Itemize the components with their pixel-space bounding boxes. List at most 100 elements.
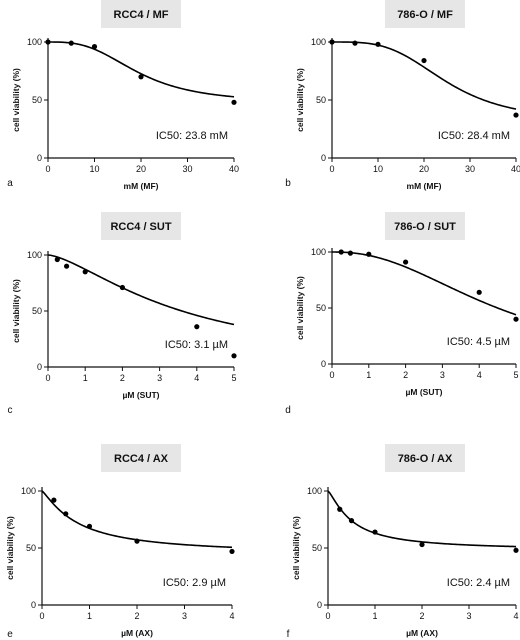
x-axis-label: µM (AX): [406, 628, 438, 638]
y-tick-label: 100: [311, 37, 326, 47]
y-tick-label: 50: [316, 95, 326, 105]
x-tick-label: 3: [182, 611, 187, 621]
chart-title: 786-O / MF: [397, 9, 453, 21]
x-tick-label: 30: [182, 164, 192, 174]
data-point: [375, 41, 381, 47]
data-point: [513, 112, 519, 118]
chart-title: 786-O / AX: [398, 453, 453, 465]
data-point: [421, 57, 427, 64]
ic50-annotation: IC50: 3.1 µM: [165, 339, 228, 351]
x-tick-label: 1: [87, 611, 92, 621]
x-tick-label: 40: [511, 164, 520, 174]
x-tick-label: 0: [45, 164, 50, 174]
x-tick-label: 2: [403, 370, 408, 380]
chart-title: RCC4 / SUT: [110, 221, 171, 233]
y-tick-label: 100: [21, 486, 36, 496]
data-point: [329, 39, 335, 45]
chart-title: RCC4 / AX: [114, 453, 169, 465]
y-tick-label: 50: [32, 95, 42, 105]
x-tick-label: 10: [89, 164, 99, 174]
data-point: [231, 353, 237, 359]
y-tick-label: 100: [27, 250, 42, 260]
y-tick-label: 50: [26, 543, 36, 553]
chart-title-box: [101, 444, 181, 472]
y-axis-label: cell viability (%): [11, 279, 21, 343]
y-tick-label: 100: [27, 37, 42, 47]
x-tick-label: 1: [83, 373, 88, 383]
chart-title-box: [385, 212, 465, 240]
x-tick-label: 30: [465, 164, 475, 174]
data-point: [229, 548, 235, 555]
data-point: [91, 44, 98, 50]
data-point: [64, 263, 70, 269]
y-axis-label: cell viability (%): [5, 516, 15, 580]
data-point: [82, 269, 88, 275]
x-tick-label: 2: [120, 373, 125, 383]
panel-letter: e: [7, 629, 13, 640]
x-axis-label: µM (SUT): [405, 387, 442, 397]
y-tick-label: 100: [307, 486, 322, 496]
x-tick-label: 5: [231, 373, 236, 383]
x-tick-label: 2: [419, 611, 424, 621]
data-point: [68, 40, 74, 46]
data-point: [194, 324, 200, 330]
ic50-annotation: IC50: 28.4 mM: [438, 130, 510, 142]
x-tick-label: 5: [513, 370, 518, 380]
x-tick-label: 1: [366, 370, 371, 380]
chart-title-box: [101, 212, 181, 240]
data-point: [366, 251, 372, 257]
x-tick-label: 0: [329, 164, 334, 174]
y-axis-label: cell viability (%): [295, 68, 305, 132]
fit-curve: [48, 41, 235, 98]
data-point: [134, 538, 140, 544]
ic50-annotation: IC50: 4.5 µM: [447, 336, 510, 348]
fit-curve: [332, 41, 517, 110]
data-point: [338, 249, 344, 255]
data-point: [51, 497, 57, 503]
x-tick-label: 20: [136, 164, 146, 174]
panel-letter: b: [285, 178, 291, 189]
chart-title-box: [101, 0, 181, 28]
data-point: [86, 523, 93, 529]
data-point: [45, 39, 51, 45]
chart-panel-a: RCC4 / MF 0 10 20 30 40 0 50 100 mM (MF) cell viab…: [7, 0, 239, 191]
data-point: [513, 547, 519, 553]
x-tick-label: 4: [194, 373, 199, 383]
chart-title: 786-O / SUT: [394, 221, 456, 233]
y-axis-label: cell viability (%): [291, 516, 301, 580]
chart-panel-e: RCC4 / AX 0 1 2 3 4 0 50 100 µM (AX) cell viabilit…: [5, 444, 235, 640]
fit-curve: [332, 251, 517, 316]
x-tick-label: 1: [372, 611, 377, 621]
data-point: [352, 40, 358, 46]
data-point: [138, 74, 144, 80]
data-point: [419, 541, 425, 548]
data-point: [476, 289, 482, 295]
data-point: [54, 256, 60, 263]
x-axis-label: µM (AX): [121, 628, 153, 638]
ic50-annotation: IC50: 2.4 µM: [447, 577, 510, 589]
data-point: [372, 529, 378, 535]
panel-letter: d: [285, 405, 291, 416]
x-tick-label: 0: [329, 370, 334, 380]
panel-letter: c: [8, 405, 13, 416]
y-axis-label: cell viability (%): [295, 276, 305, 340]
chart-panel-f: 786-O / AX 0 1 2 3 4 0 50 100 µM (AX) cell viabili…: [287, 444, 519, 640]
x-tick-label: 10: [373, 164, 383, 174]
y-tick-label: 50: [316, 303, 326, 313]
chart-title-box: [385, 444, 465, 472]
y-tick-label: 50: [32, 306, 42, 316]
ic50-annotation: IC50: 2.9 µM: [163, 577, 226, 589]
data-point: [63, 511, 69, 517]
x-tick-label: 3: [466, 611, 471, 621]
x-tick-label: 20: [419, 164, 429, 174]
x-axis-label: mM (MF): [407, 181, 442, 191]
x-axis-label: µM (SUT): [122, 390, 159, 400]
y-tick-label: 0: [37, 153, 42, 163]
data-point: [348, 518, 355, 524]
x-tick-label: 0: [325, 611, 330, 621]
y-tick-label: 50: [312, 543, 322, 553]
y-tick-label: 0: [321, 153, 326, 163]
y-tick-label: 0: [37, 362, 42, 372]
